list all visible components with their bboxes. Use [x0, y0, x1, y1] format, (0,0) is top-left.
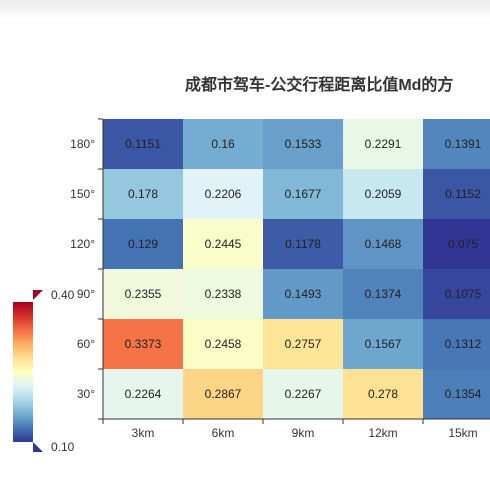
heatmap-cell-label: 0.1533: [285, 137, 322, 151]
heatmap-cell-label: 0.1075: [445, 287, 482, 301]
heatmap-cell-label: 0.2355: [125, 287, 162, 301]
heatmap-cell-label: 0.2206: [205, 187, 242, 201]
heatmap-cell[interactable]: [343, 269, 423, 319]
heatmap-cell[interactable]: [263, 169, 343, 219]
heatmap-cell[interactable]: [343, 219, 423, 269]
heatmap-cell-label: 0.3373: [125, 337, 162, 351]
heatmap-cell[interactable]: [103, 219, 183, 269]
heatmap-cell[interactable]: [423, 219, 490, 269]
heatmap-cell[interactable]: [343, 119, 423, 169]
heatmap-cell[interactable]: [183, 169, 263, 219]
window-top-bar: [0, 0, 490, 20]
heatmap-cell[interactable]: [183, 119, 263, 169]
heatmap-cell[interactable]: [343, 319, 423, 369]
heatmap-cell-label: 0.1152: [445, 187, 481, 201]
heatmap-cell-label: 0.1677: [285, 187, 322, 201]
heatmap-cell-label: 0.2757: [285, 337, 322, 351]
heatmap-cell-label: 0.2059: [365, 187, 402, 201]
heatmap-cell-label: 0.1468: [365, 237, 402, 251]
heatmap-cell[interactable]: [423, 369, 490, 419]
heatmap-cell[interactable]: [103, 169, 183, 219]
heatmap-cell[interactable]: [103, 369, 183, 419]
y-axis-tick-label: 30°: [77, 387, 95, 401]
heatmap-cell-label: 0.1391: [445, 137, 482, 151]
y-axis-tick-label: 150°: [70, 187, 95, 201]
heatmap-cell-label: 0.075: [448, 237, 478, 251]
x-axis-tick-label: 6km: [212, 426, 235, 440]
heatmap-cell-label: 0.1151: [125, 137, 161, 151]
heatmap-cell[interactable]: [183, 269, 263, 319]
heatmap-cell-label: 0.1312: [445, 337, 482, 351]
visual-map-min-label: 0.10: [51, 440, 75, 454]
heatmap-cell[interactable]: [183, 219, 263, 269]
heatmap-cell-label: 0.2867: [205, 387, 242, 401]
heatmap-cell-label: 0.16: [211, 137, 235, 151]
y-axis-tick-label: 60°: [77, 337, 95, 351]
x-axis-tick-label: 12km: [368, 426, 397, 440]
heatmap-cell-label: 0.2264: [125, 387, 162, 401]
heatmap-cell-label: 0.2267: [285, 387, 322, 401]
heatmap-cell-label: 0.1567: [365, 337, 402, 351]
heatmap-cell-label: 0.129: [128, 237, 158, 251]
heatmap-cell-label: 0.1374: [365, 287, 402, 301]
heatmap-cell[interactable]: [423, 119, 490, 169]
x-axis-tick-label: 3km: [132, 426, 155, 440]
chart-title: 成都市驾车-公交行程距离比值Md的方: [185, 77, 454, 94]
heatmap-cell[interactable]: [263, 319, 343, 369]
heatmap-cell-label: 0.2291: [365, 137, 402, 151]
heatmap-cell-label: 0.2338: [205, 287, 242, 301]
heatmap-cell[interactable]: [343, 169, 423, 219]
y-axis-tick-label: 180°: [70, 137, 95, 151]
visual-map-max-handle[interactable]: [33, 290, 43, 300]
heatmap-cell-label: 0.278: [368, 387, 398, 401]
visual-map-bar[interactable]: [13, 302, 33, 442]
heatmap-cell-label: 0.178: [128, 187, 158, 201]
heatmap-cell[interactable]: [263, 219, 343, 269]
x-axis-tick-label: 15km: [448, 426, 477, 440]
y-axis-tick-label: 90°: [77, 287, 95, 301]
heatmap-cell[interactable]: [263, 269, 343, 319]
heatmap-cell-label: 0.2458: [205, 337, 242, 351]
heatmap-cell[interactable]: [183, 369, 263, 419]
heatmap-cell[interactable]: [103, 119, 183, 169]
heatmap-cell[interactable]: [423, 169, 490, 219]
heatmap-cell[interactable]: [423, 319, 490, 369]
heatmap-cell[interactable]: [423, 269, 490, 319]
heatmap-cell[interactable]: [343, 369, 423, 419]
x-axis-tick-label: 9km: [292, 426, 315, 440]
heatmap-cell-label: 0.2445: [205, 237, 242, 251]
visual-map-max-label: 0.40: [51, 288, 75, 302]
heatmap-cell[interactable]: [263, 369, 343, 419]
heatmap-cell[interactable]: [183, 319, 263, 369]
heatmap-cell[interactable]: [103, 319, 183, 369]
heatmap-cell-label: 0.1493: [285, 287, 322, 301]
heatmap-cell-label: 0.1354: [445, 387, 482, 401]
heatmap-cell-label: 0.1178: [285, 237, 321, 251]
y-axis-tick-label: 120°: [70, 237, 95, 251]
heatmap-cell[interactable]: [103, 269, 183, 319]
heatmap-cell[interactable]: [263, 119, 343, 169]
visual-map-min-handle[interactable]: [33, 442, 43, 452]
